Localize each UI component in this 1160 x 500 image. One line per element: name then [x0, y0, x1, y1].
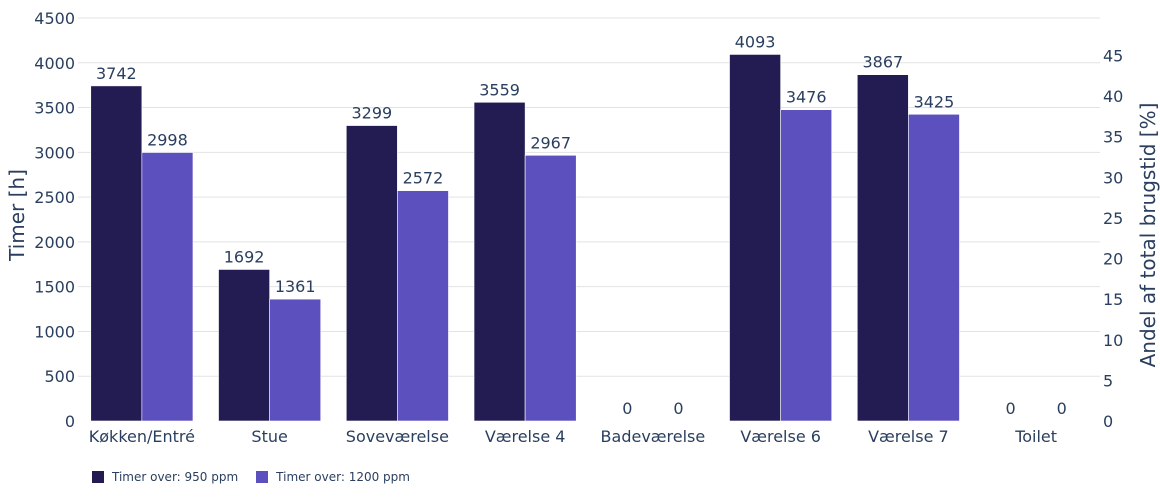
x-category-label: Køkken/Entré [89, 427, 195, 446]
y-axis-ticks: 0 500 1000 1500 2000 2500 3000 3500 4000 4500 [34, 9, 75, 431]
y2-axis-title: Andel af total brugstid [%] [1136, 103, 1160, 368]
data-label: 3867 [862, 53, 903, 72]
y-tick-label: 0 [65, 412, 75, 431]
bar[interactable] [856, 74, 909, 422]
legend-label-series-2: Timer over: 1200 ppm [276, 470, 410, 484]
bar[interactable] [908, 113, 960, 422]
legend-swatch-series-2 [256, 471, 269, 483]
bar[interactable] [345, 125, 398, 422]
legend: Timer over: 950 ppm Timer over: 1200 ppm [92, 470, 410, 484]
x-axis-categories: Køkken/Entré Stue Soveværelse Værelse 4 Bade… [89, 427, 1057, 446]
y-tick-label: 2000 [34, 233, 75, 252]
x-category-label: Stue [251, 427, 287, 446]
data-label: 2967 [530, 133, 571, 152]
data-label: 0 [1005, 399, 1015, 418]
data-label: 0 [622, 399, 632, 418]
y2-tick-label: 5 [1103, 371, 1113, 390]
data-label: 1361 [275, 277, 316, 296]
y-tick-label: 4000 [34, 54, 75, 73]
legend-item-series-2[interactable]: Timer over: 1200 ppm [256, 470, 410, 484]
y2-tick-label: 10 [1103, 331, 1123, 350]
data-label: 2572 [403, 169, 444, 188]
y2-tick-label: 20 [1103, 250, 1123, 269]
data-label: 0 [1057, 399, 1067, 418]
x-category-label: Værelse 4 [485, 427, 566, 446]
data-label: 4093 [735, 32, 776, 51]
y-tick-label: 500 [44, 367, 75, 386]
data-label: 3425 [914, 92, 955, 111]
x-category-label: Værelse 6 [740, 427, 821, 446]
bar[interactable] [524, 154, 577, 422]
y-tick-label: 1000 [34, 322, 75, 341]
y-axis-title: Timer [h] [5, 169, 29, 262]
bars [90, 54, 960, 422]
y2-tick-label: 35 [1103, 128, 1123, 147]
bar[interactable] [780, 109, 833, 422]
y-tick-label: 2500 [34, 188, 75, 207]
bar[interactable] [729, 54, 781, 422]
y2-tick-label: 25 [1103, 209, 1123, 228]
data-label: 3476 [786, 88, 827, 107]
x-category-label: Toilet [1014, 427, 1057, 446]
bar[interactable] [473, 101, 526, 422]
bar[interactable] [397, 190, 449, 422]
x-category-label: Badeværelse [601, 427, 706, 446]
y-tick-label: 4500 [34, 9, 75, 28]
y-tick-label: 3000 [34, 143, 75, 162]
bar[interactable] [90, 85, 143, 422]
data-label: 1692 [224, 247, 265, 266]
data-label: 3559 [479, 80, 520, 99]
bar[interactable] [269, 298, 322, 422]
bar[interactable] [141, 152, 194, 422]
legend-item-series-1[interactable]: Timer over: 950 ppm [92, 470, 238, 484]
y-tick-label: 3500 [34, 99, 75, 118]
data-label: 2998 [147, 131, 188, 150]
x-category-label: Værelse 7 [868, 427, 949, 446]
x-category-label: Soveværelse [346, 427, 449, 446]
legend-swatch-series-1 [92, 471, 104, 483]
y2-tick-label: 40 [1103, 87, 1123, 106]
y2-tick-label: 0 [1103, 412, 1113, 431]
bar[interactable] [218, 269, 270, 422]
data-labels: 3742 2998 1692 1361 3299 2572 3559 2967 0 0 4093 34… [96, 32, 1067, 418]
data-label: 3742 [96, 64, 137, 83]
legend-label-series-1: Timer over: 950 ppm [112, 470, 239, 484]
data-label: 3299 [351, 104, 392, 123]
y2-tick-label: 30 [1103, 168, 1123, 187]
y2-tick-label: 15 [1103, 290, 1123, 309]
y2-axis-ticks: 0 5 10 15 20 25 30 35 40 45 [1103, 46, 1123, 431]
data-label: 0 [673, 399, 683, 418]
y-tick-label: 1500 [34, 278, 75, 297]
y2-tick-label: 45 [1103, 46, 1123, 65]
